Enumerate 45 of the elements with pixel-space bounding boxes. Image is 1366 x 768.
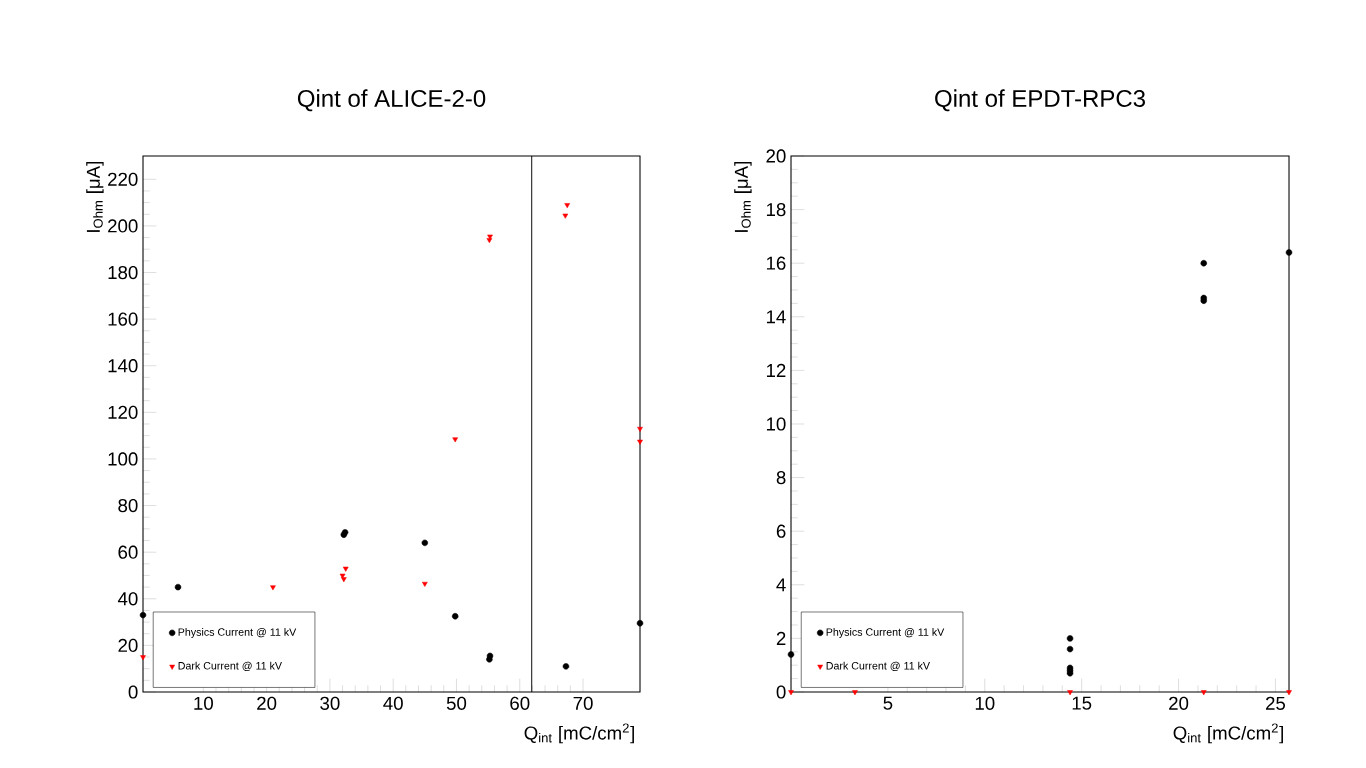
x-tick-label: 25 <box>1266 696 1286 710</box>
y-tick-label: 14 <box>766 310 786 324</box>
y-tick-label: 20 <box>118 638 138 653</box>
y-tick-label: 12 <box>766 363 786 377</box>
y-tick-label: 120 <box>108 405 138 419</box>
x-tick-label: 40 <box>383 696 403 710</box>
y-tick-label: 10 <box>766 417 786 431</box>
y-axis-title: I$_{Ohm}$ [μA] <box>734 162 752 232</box>
x-tick-label: 20 <box>257 696 277 710</box>
y-tick-label: 18 <box>766 202 786 217</box>
y-tick-label: 6 <box>776 524 786 538</box>
y-tick-label: 180 <box>108 265 138 280</box>
y-tick-label: 60 <box>118 545 138 559</box>
x-tick-label: 5 <box>883 696 893 710</box>
y-tick-label: 80 <box>118 498 138 513</box>
y-tick-label: 8 <box>776 470 786 485</box>
y-tick-label: 0 <box>128 685 138 699</box>
x-tick-label: 20 <box>1169 696 1189 710</box>
x-tick-label: 30 <box>320 696 340 710</box>
x-tick-label: 15 <box>1072 696 1092 710</box>
x-tick-label: 70 <box>573 696 593 710</box>
chart-title: Qint of ALICE-2-0 <box>297 89 486 112</box>
y-axis-title: I$_{Ohm}$ [μA] <box>86 162 104 232</box>
y-tick-label: 0 <box>776 685 786 699</box>
y-tick-label: 160 <box>108 312 138 326</box>
y-tick-label: 40 <box>117 592 138 606</box>
y-tick-label: 20 <box>766 149 786 163</box>
x-tick-label: 60 <box>510 696 530 710</box>
x-tick-label: 50 <box>446 696 467 710</box>
x-tick-label: 10 <box>975 696 995 710</box>
legend-label: Dark Current @ 11 kV <box>826 661 930 671</box>
chart-title: Qint of EPDT-RPC3 <box>935 89 1145 112</box>
legend-label: Physics Current @ 11 kV <box>178 627 297 638</box>
legend-label: Physics Current @ 11 kV <box>826 627 945 638</box>
y-tick-label: 4 <box>776 578 786 592</box>
x-tick-label: 10 <box>194 696 213 710</box>
y-tick-label: 140 <box>108 359 138 373</box>
legend-label: Dark Current @ 11 kV <box>178 661 282 671</box>
y-tick-label: 200 <box>108 219 138 233</box>
x-axis-title: Q$_{int}$ [mC/cm$^{2}$] <box>1173 723 1283 744</box>
y-tick-label: 220 <box>108 172 138 186</box>
y-tick-label: 100 <box>108 452 138 466</box>
x-axis-title: Q$_{int}$ [mC/cm$^{2}$] <box>524 723 634 744</box>
y-tick-label: 16 <box>766 256 786 270</box>
y-tick-label: 2 <box>776 631 786 645</box>
